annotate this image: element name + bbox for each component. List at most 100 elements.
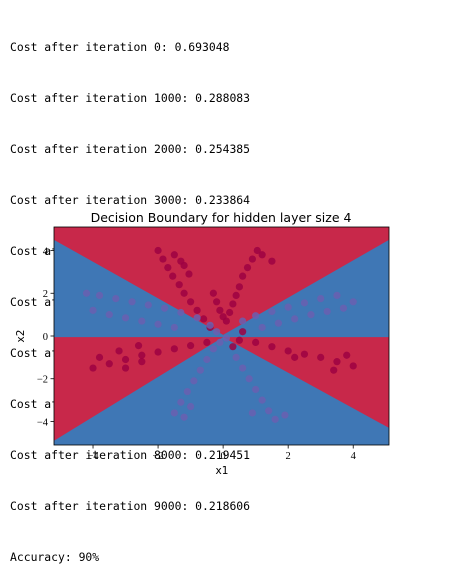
point-red xyxy=(115,347,123,355)
region-red xyxy=(54,227,389,335)
point-blue xyxy=(284,303,292,311)
point-red xyxy=(216,306,224,314)
point-blue xyxy=(268,307,276,316)
y-axis: 4 2 0 −2 −4 xyxy=(37,246,54,428)
point-red xyxy=(226,308,234,317)
point-red xyxy=(248,255,256,263)
point-blue xyxy=(121,314,130,322)
point-red xyxy=(105,360,113,368)
point-blue xyxy=(333,291,341,299)
point-red xyxy=(138,351,146,359)
point-red xyxy=(253,246,261,255)
y-tick-label: 4 xyxy=(43,246,49,257)
point-blue xyxy=(193,314,201,322)
point-blue xyxy=(206,321,214,329)
point-blue xyxy=(213,328,221,336)
point-red xyxy=(169,272,177,280)
y-axis-label: x2 xyxy=(15,330,27,343)
point-blue xyxy=(291,315,299,323)
point-red xyxy=(213,298,221,306)
point-red xyxy=(193,306,201,314)
point-red xyxy=(175,281,183,289)
point-blue xyxy=(239,317,247,325)
point-red xyxy=(200,315,208,323)
point-red xyxy=(138,358,146,366)
point-red xyxy=(177,257,185,265)
x-tick-label: −4 xyxy=(87,451,99,462)
point-red xyxy=(121,355,130,364)
region-red xyxy=(54,337,224,441)
point-blue xyxy=(317,294,325,303)
point-red xyxy=(134,342,143,350)
point-red xyxy=(232,291,240,299)
point-red xyxy=(187,342,195,350)
log-line: Cost after iteration 3000: 0.233864 xyxy=(10,193,251,207)
point-red xyxy=(187,298,195,306)
point-red xyxy=(252,338,260,347)
point-red xyxy=(89,364,97,372)
log-line: Cost after iteration 9000: 0.218606 xyxy=(10,499,251,513)
point-blue xyxy=(222,334,230,342)
point-red xyxy=(229,343,237,351)
point-red xyxy=(164,264,172,272)
point-blue xyxy=(177,308,185,317)
point-blue xyxy=(89,306,97,314)
point-blue xyxy=(82,289,91,297)
y-tick-label: −2 xyxy=(37,375,48,386)
plot-layers xyxy=(54,227,389,445)
point-red xyxy=(330,366,338,374)
point-blue xyxy=(160,304,169,312)
point-blue xyxy=(95,291,104,299)
point-blue xyxy=(105,311,113,319)
point-blue xyxy=(271,415,279,423)
point-red xyxy=(333,358,341,366)
point-blue xyxy=(239,364,247,372)
point-blue xyxy=(180,413,188,421)
point-blue xyxy=(232,353,240,361)
region-red xyxy=(223,337,389,428)
point-blue xyxy=(339,304,348,312)
point-blue xyxy=(112,294,120,303)
point-red xyxy=(239,328,247,336)
point-blue xyxy=(187,402,195,411)
point-red xyxy=(268,343,276,351)
point-blue xyxy=(258,323,266,332)
log-line: Cost after iteration 0: 0.693048 xyxy=(10,40,230,54)
point-blue xyxy=(274,319,283,327)
log-line: Cost after iteration 8000: 0.219451 xyxy=(10,448,251,462)
point-blue xyxy=(209,345,217,353)
chart-title: Decision Boundary for hidden layer size … xyxy=(91,210,352,225)
point-red xyxy=(121,364,130,372)
point-blue xyxy=(258,396,266,404)
point-red xyxy=(185,270,193,278)
point-red xyxy=(159,255,167,263)
point-red xyxy=(203,338,211,347)
y-tick-label: 2 xyxy=(43,289,48,300)
point-blue xyxy=(265,407,273,415)
point-red xyxy=(243,264,252,272)
x-axis-label: x1 xyxy=(216,465,229,477)
point-blue xyxy=(216,338,224,347)
x-tick-label: 2 xyxy=(286,451,291,462)
point-red xyxy=(95,353,104,361)
y-tick-label: −4 xyxy=(37,417,49,428)
point-blue xyxy=(252,312,260,320)
point-blue xyxy=(245,375,253,383)
y-tick-label: 0 xyxy=(43,332,48,343)
point-red xyxy=(343,351,351,359)
point-red xyxy=(268,257,276,265)
point-blue xyxy=(307,311,315,319)
decision-boundary-chart: Decision Boundary for hidden layer size … xyxy=(15,210,390,477)
x-tick-label: −2 xyxy=(152,451,163,462)
point-red xyxy=(235,336,243,344)
point-red xyxy=(284,347,292,355)
point-blue xyxy=(177,398,185,406)
point-blue xyxy=(128,298,136,306)
point-red xyxy=(258,251,266,259)
point-blue xyxy=(183,387,191,396)
point-blue xyxy=(349,298,357,306)
point-red xyxy=(349,362,357,370)
point-blue xyxy=(323,307,331,316)
accuracy-line: Accuracy: 90% xyxy=(10,550,100,564)
log-line: Cost after iteration 2000: 0.254385 xyxy=(10,142,251,156)
